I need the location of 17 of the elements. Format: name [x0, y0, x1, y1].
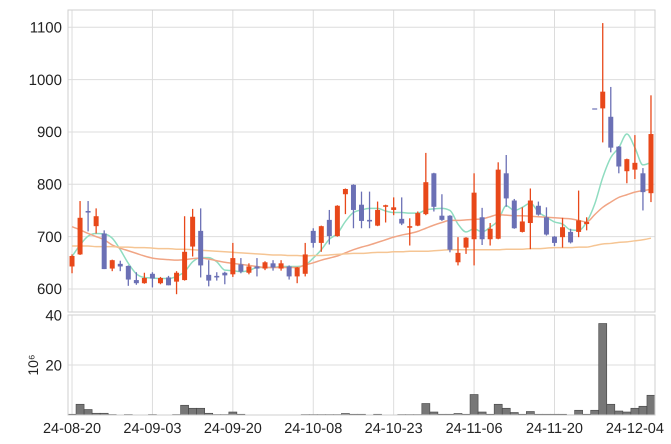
x-tick-label: 24-10-08 [284, 421, 342, 437]
x-tick-label: 24-09-03 [123, 421, 182, 437]
y-tick-label: 1000 [28, 72, 62, 89]
y-tick-label: 40 [45, 307, 62, 324]
x-tick-label: 24-10-23 [364, 421, 423, 437]
y-tick-label: 1100 [30, 20, 62, 37]
y-tick-label: 600 [36, 281, 62, 298]
y-tick-label: 900 [36, 124, 62, 142]
x-tick-label: 24-11-06 [446, 421, 503, 437]
x-tick-label: 24-09-20 [204, 421, 262, 437]
y-tick-label: 20 [45, 357, 62, 374]
y-axis-title: 10⁶ [25, 354, 41, 376]
x-tick-label: 24-08-20 [42, 421, 102, 437]
x-tick-label: 24-11-20 [526, 421, 583, 437]
y-tick-label: 800 [36, 176, 62, 194]
y-tick-label: 700 [36, 228, 62, 246]
x-tick-label: 24-12-04 [606, 421, 664, 437]
